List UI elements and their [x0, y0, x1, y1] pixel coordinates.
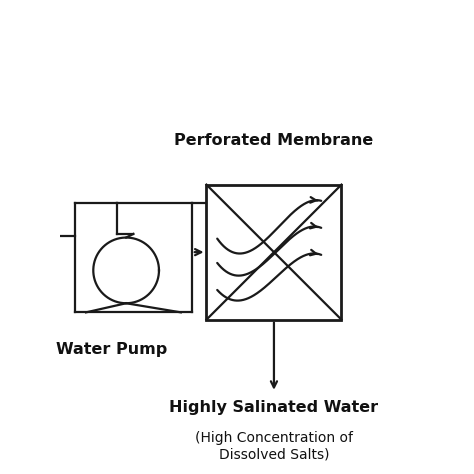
Text: Water Pump: Water Pump — [56, 342, 167, 356]
Text: Highly Salinated Water: Highly Salinated Water — [169, 400, 379, 415]
Text: (High Concentration of
Dissolved Salts): (High Concentration of Dissolved Salts) — [195, 431, 353, 461]
Text: Perforated Membrane: Perforated Membrane — [174, 133, 374, 148]
